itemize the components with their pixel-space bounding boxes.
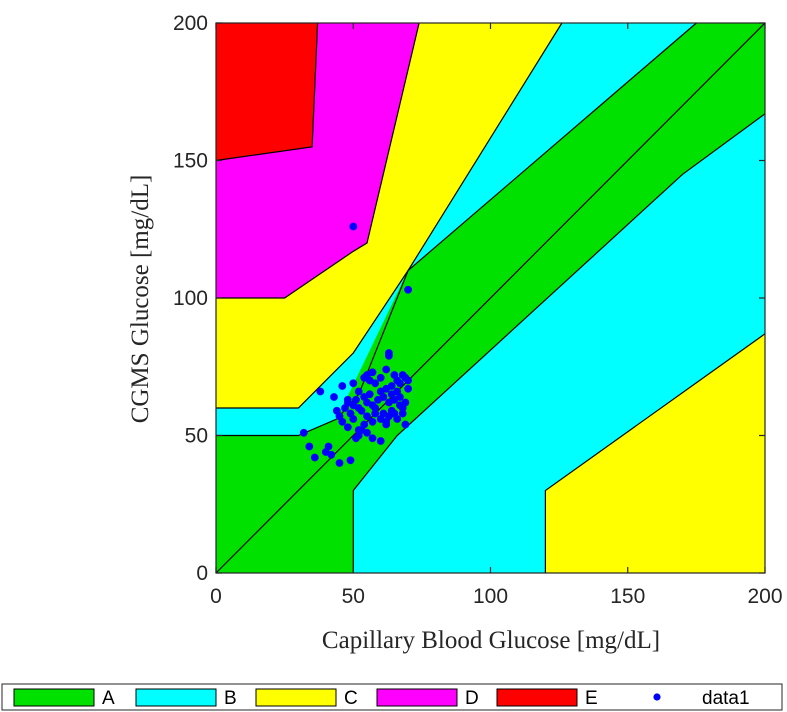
data-point [363,428,371,437]
legend-label: C [344,688,358,709]
data-points [299,222,412,467]
data-point [346,456,355,465]
data-point [305,442,314,451]
data-point [354,387,363,396]
zone-boundary-line [215,22,319,162]
zone-boundary-line [216,22,563,409]
zone-e-region [216,23,318,161]
data-point [299,428,308,437]
data-point [368,417,377,426]
x-axis-label: Capillary Blood Glucose [mg/dL] [322,627,660,654]
data-point [382,365,391,374]
legend-swatch-c [255,688,337,707]
zone-boundary-line [352,113,766,573]
legend-label: E [585,688,598,709]
zone-boundary-line [216,22,420,299]
data-point [349,222,358,231]
legend-label: data1 [702,688,750,709]
data-point [379,393,388,401]
data-point [395,401,404,410]
data-point [343,423,352,432]
data-point [365,390,374,399]
data-point [338,417,347,426]
data-point [338,382,347,390]
data-point [368,368,377,377]
data-point [390,409,399,418]
data-point [316,387,325,396]
x-tick-label: 100 [473,585,508,608]
legend-swatch-b [135,688,217,707]
zone-b-region [216,408,343,436]
data-point [310,453,319,462]
y-tick-label: 200 [173,12,208,35]
x-tick-label: 150 [610,585,645,608]
data-point [363,412,371,421]
x-tick-label: 200 [747,585,782,608]
y-tick-label: 0 [196,562,208,585]
data-point [368,434,377,443]
data-point [376,373,385,382]
y-tick-label: 50 [185,425,208,448]
legend-label: B [224,688,237,709]
y-tick-label: 100 [173,287,208,310]
data-point [357,406,366,415]
data-point [335,459,344,467]
legend-swatch-a [13,688,95,707]
zone-boundary-line [544,333,766,573]
data-point [382,384,391,393]
zone-boundary-line [215,22,766,574]
data-point [404,285,412,294]
zone-d-region [216,23,420,298]
data-point [330,393,338,401]
x-tick-label: 50 [342,585,365,608]
y-axis-label: CGMS Glucose [mg/dL] [127,175,154,424]
data-point [395,393,404,401]
data-point [371,409,380,418]
x-tick-label: 0 [210,585,222,608]
legend-label: A [102,688,115,709]
data-point [327,450,336,459]
zone-c-region [545,333,765,573]
axes [215,22,766,574]
data-point [404,384,412,393]
data-point [349,379,358,388]
data-point [324,442,333,451]
x-tick-labels: 0 50 100 150 200 [210,585,782,608]
data-point [384,349,393,357]
legend-swatch-e [496,688,578,707]
data-point [349,415,358,423]
legend-swatch-d [376,688,458,707]
data-point [401,420,410,429]
data-point [398,409,407,418]
legend-label: D [465,688,479,709]
data-point [376,437,385,445]
data-point [404,376,412,385]
data-point [395,379,404,388]
legend-marker [653,693,661,701]
y-tick-labels: 0 50 100 150 200 [173,12,208,585]
data-point [371,379,380,388]
y-tick-label: 150 [173,150,208,173]
data-point [352,395,360,404]
zone-c-region [216,23,562,408]
